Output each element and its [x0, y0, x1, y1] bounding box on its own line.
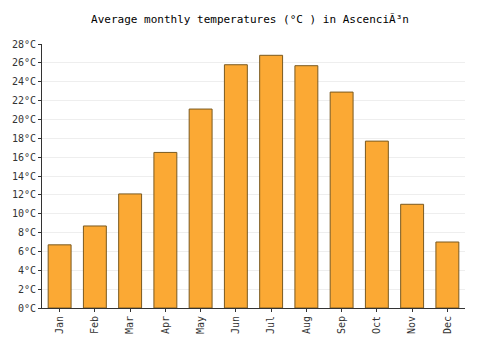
svg-text:2°C: 2°C: [18, 284, 36, 295]
svg-text:Oct: Oct: [371, 316, 382, 334]
svg-text:12°C: 12°C: [12, 189, 36, 200]
svg-text:8°C: 8°C: [18, 227, 36, 238]
svg-text:6°C: 6°C: [18, 246, 36, 257]
svg-text:4°C: 4°C: [18, 265, 36, 276]
svg-text:Average monthly temperatures (: Average monthly temperatures (°C ) in As…: [91, 13, 409, 26]
svg-text:10°C: 10°C: [12, 208, 36, 219]
svg-text:Apr: Apr: [160, 316, 171, 334]
svg-text:Jan: Jan: [54, 316, 65, 334]
svg-text:Nov: Nov: [406, 316, 417, 334]
svg-text:26°C: 26°C: [12, 57, 36, 68]
svg-text:May: May: [195, 316, 206, 334]
svg-text:14°C: 14°C: [12, 171, 36, 182]
svg-text:18°C: 18°C: [12, 133, 36, 144]
svg-text:28°C: 28°C: [12, 39, 36, 50]
svg-text:Mar: Mar: [124, 316, 135, 334]
svg-text:Feb: Feb: [89, 316, 100, 334]
svg-text:24°C: 24°C: [12, 76, 36, 87]
svg-text:0°C: 0°C: [18, 303, 36, 314]
svg-text:Aug: Aug: [301, 316, 312, 334]
svg-text:22°C: 22°C: [12, 95, 36, 106]
svg-text:Dec: Dec: [442, 316, 453, 334]
svg-text:Jul: Jul: [265, 316, 276, 334]
svg-text:16°C: 16°C: [12, 152, 36, 163]
svg-text:Sep: Sep: [336, 316, 347, 334]
svg-text:20°C: 20°C: [12, 114, 36, 125]
svg-text:Jun: Jun: [230, 316, 241, 334]
